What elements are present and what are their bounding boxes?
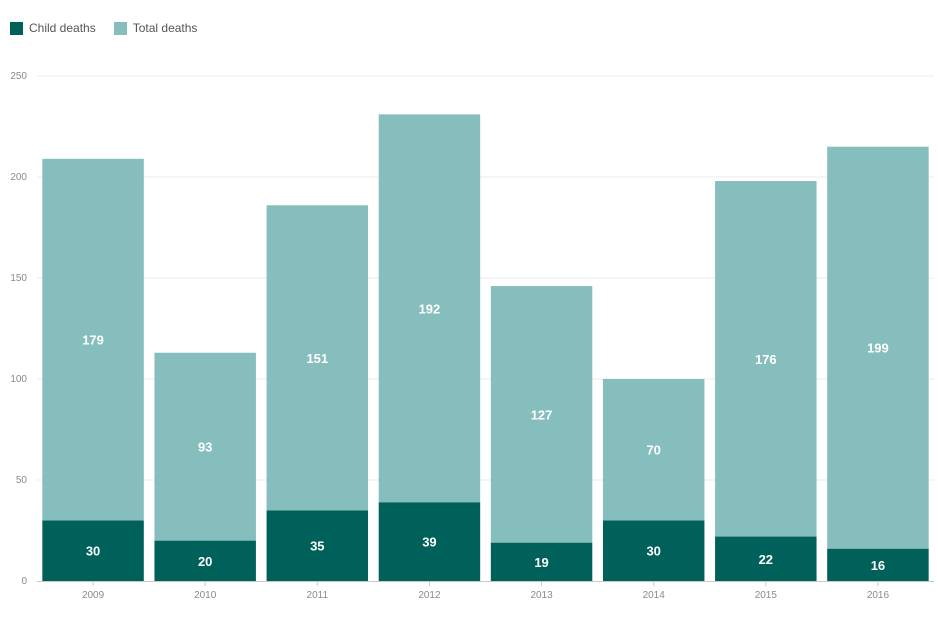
bar-total-deaths-2009[interactable] bbox=[42, 158, 144, 521]
data-label-total-deaths-2013: 127 bbox=[531, 407, 553, 422]
bar-total-deaths-2011[interactable] bbox=[266, 205, 369, 511]
x-tick-label-2011: 2011 bbox=[307, 590, 329, 601]
legend-item-child-deaths[interactable]: Child deaths bbox=[10, 21, 96, 35]
bar-child-deaths-2016[interactable] bbox=[827, 548, 929, 581]
bar-total-deaths-2016[interactable] bbox=[827, 146, 929, 549]
x-tick-label-2009: 2009 bbox=[82, 590, 105, 601]
y-tick-label-250: 250 bbox=[10, 71, 27, 82]
bar-total-deaths-2014[interactable] bbox=[602, 379, 705, 521]
x-tick-label-2015: 2015 bbox=[755, 590, 778, 601]
bar-child-deaths-2010[interactable] bbox=[154, 540, 256, 581]
legend-item-total-deaths[interactable]: Total deaths bbox=[113, 21, 198, 35]
bar-child-deaths-2012[interactable] bbox=[378, 502, 481, 581]
y-tick-label-100: 100 bbox=[10, 374, 27, 385]
bar-child-deaths-2015[interactable] bbox=[715, 536, 817, 581]
y-tick-label-50: 50 bbox=[16, 475, 28, 486]
legend: Child deaths Total deaths bbox=[10, 21, 215, 35]
bar-child-deaths-2011[interactable] bbox=[266, 510, 369, 581]
bars: 30 179 20 93 35 151 39 192 19 127 30 70 22 176 16 199 bbox=[42, 114, 929, 581]
x-axis: 2009 2010 2011 2012 2013 2014 2015 2016 bbox=[37, 581, 934, 601]
data-label-total-deaths-2010: 93 bbox=[198, 440, 212, 455]
x-tick-label-2012: 2012 bbox=[418, 590, 441, 601]
bar-total-deaths-2013[interactable] bbox=[490, 286, 593, 543]
data-label-total-deaths-2016: 199 bbox=[867, 341, 889, 356]
x-tick-label-2014: 2014 bbox=[643, 590, 666, 601]
x-tick-label-2013: 2013 bbox=[530, 590, 553, 601]
data-label-child-deaths-2011: 35 bbox=[310, 539, 324, 554]
y-tick-label-150: 150 bbox=[10, 273, 27, 284]
x-tick-label-2016: 2016 bbox=[867, 590, 890, 601]
y-axis-ticks: 0 50 100 150 200 250 bbox=[10, 71, 27, 587]
data-label-child-deaths-2009: 30 bbox=[86, 544, 100, 559]
bar-child-deaths-2014[interactable] bbox=[602, 520, 705, 581]
x-tick-label-2010: 2010 bbox=[194, 590, 217, 601]
legend-label-total-deaths: Total deaths bbox=[132, 21, 198, 35]
data-label-child-deaths-2013: 19 bbox=[534, 555, 548, 570]
data-label-total-deaths-2011: 151 bbox=[306, 351, 328, 366]
bar-total-deaths-2012[interactable] bbox=[378, 114, 481, 503]
bar-child-deaths-2009[interactable] bbox=[42, 520, 144, 581]
data-label-total-deaths-2009: 179 bbox=[82, 333, 104, 348]
data-label-child-deaths-2010: 20 bbox=[198, 554, 212, 569]
legend-label-child-deaths: Child deaths bbox=[29, 21, 96, 35]
bar-child-deaths-2013[interactable] bbox=[490, 542, 593, 581]
data-label-total-deaths-2015: 176 bbox=[755, 352, 777, 367]
y-tick-label-0: 0 bbox=[21, 576, 27, 587]
legend-swatch-total-deaths bbox=[113, 21, 127, 35]
bar-total-deaths-2015[interactable] bbox=[715, 181, 817, 537]
data-label-child-deaths-2015: 22 bbox=[759, 552, 773, 567]
data-label-child-deaths-2014: 30 bbox=[646, 544, 660, 559]
y-tick-label-200: 200 bbox=[10, 172, 27, 183]
data-label-total-deaths-2012: 192 bbox=[419, 301, 441, 316]
bar-total-deaths-2010[interactable] bbox=[154, 352, 256, 541]
data-label-total-deaths-2014: 70 bbox=[646, 443, 660, 458]
data-label-child-deaths-2012: 39 bbox=[422, 535, 436, 550]
data-label-child-deaths-2016: 16 bbox=[871, 558, 885, 573]
legend-swatch-child-deaths bbox=[10, 21, 23, 35]
